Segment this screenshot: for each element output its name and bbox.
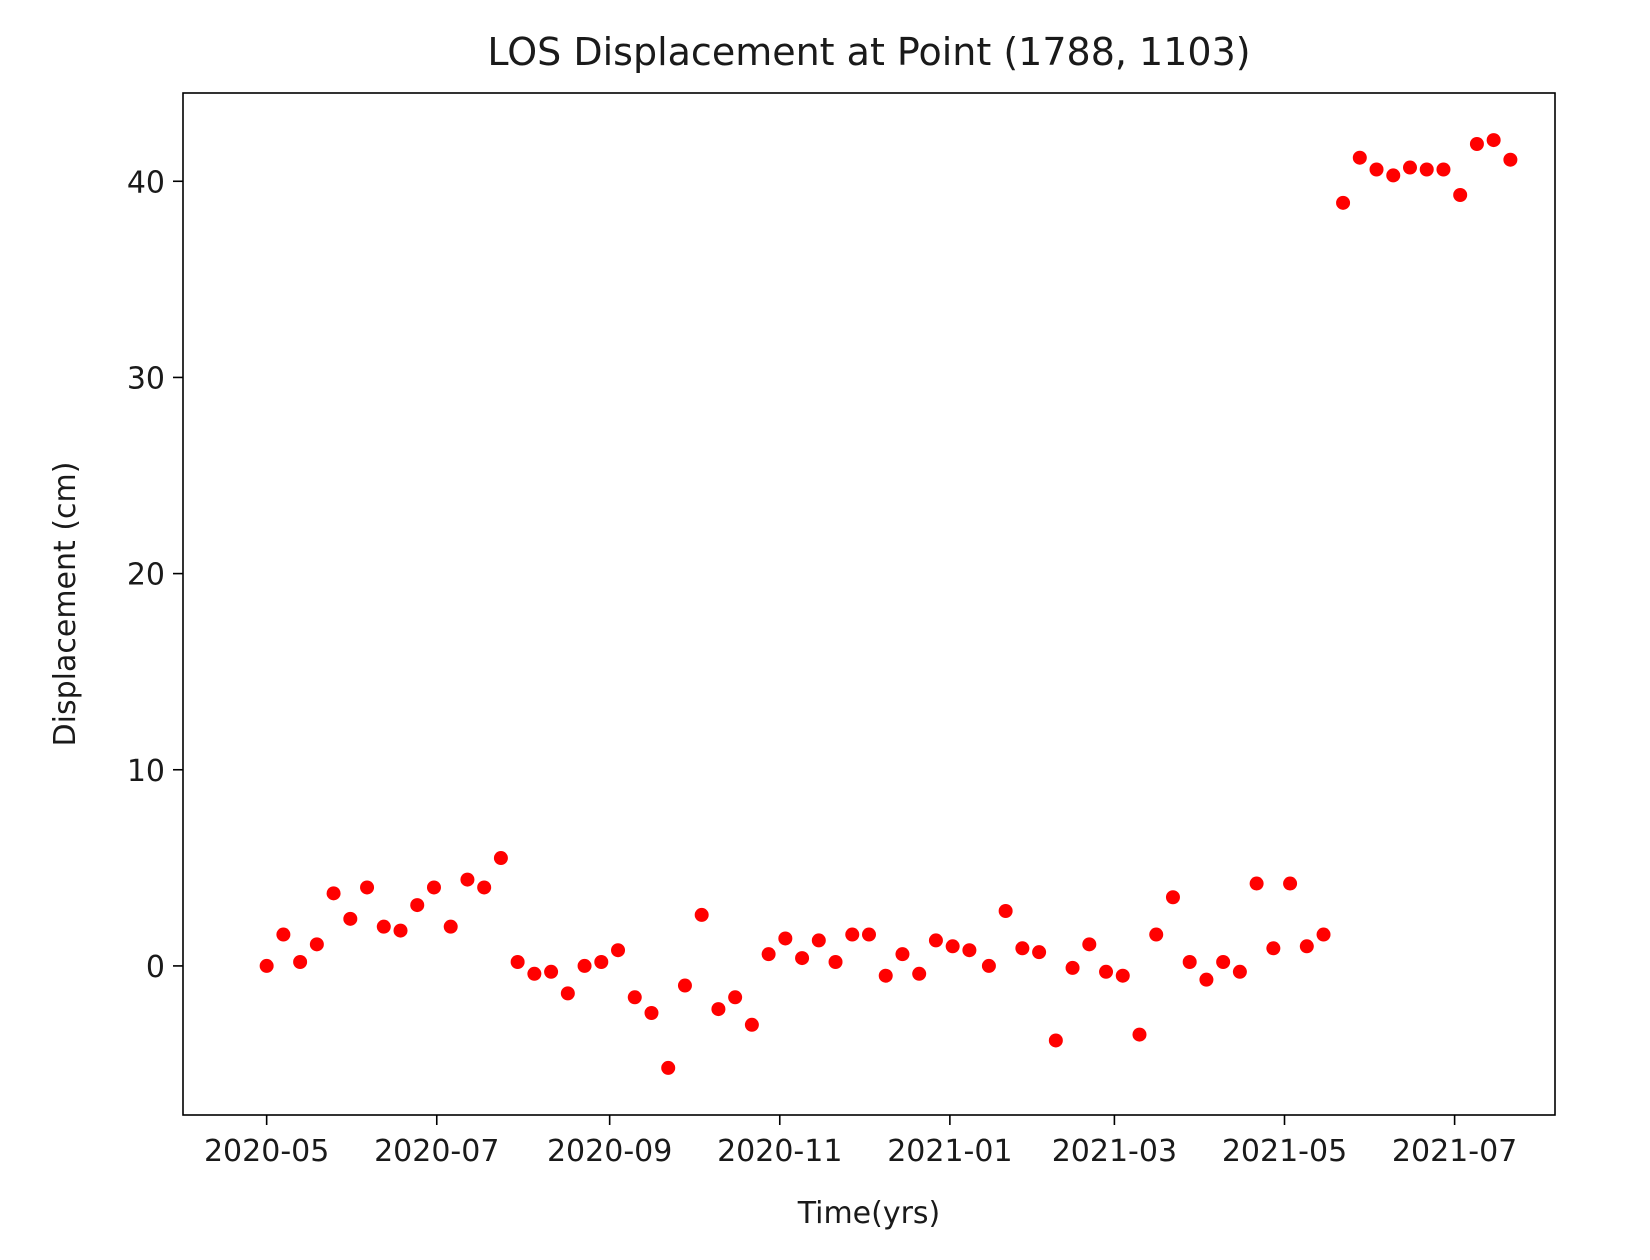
data-point (410, 898, 425, 913)
data-point (1469, 137, 1484, 152)
data-point (293, 954, 308, 969)
x-tick-label: 2021-05 (1222, 1134, 1347, 1169)
data-point (1299, 939, 1314, 954)
data-point (862, 927, 876, 942)
x-axis: 2020-05 2020-07 2020-09 2020-11 2021-01 2021-… (204, 1115, 1517, 1169)
data-point (611, 943, 626, 958)
data-point (1352, 150, 1367, 165)
data-point (981, 958, 996, 973)
data-point (1316, 927, 1331, 942)
data-point (828, 954, 843, 969)
data-point (1048, 1033, 1063, 1048)
y-tick-label: 20 (127, 558, 165, 593)
data-point (661, 1060, 676, 1075)
data-point (845, 927, 860, 942)
data-point (477, 880, 492, 895)
data-point (1436, 162, 1451, 177)
data-point (1232, 964, 1247, 979)
x-tick-label: 2020-05 (204, 1134, 329, 1169)
data-point (627, 990, 642, 1005)
chart-title: LOS Displacement at Point (1788, 1103) (487, 30, 1250, 74)
data-point (761, 947, 776, 962)
data-point (1503, 152, 1518, 167)
x-tick-label: 2021-01 (887, 1134, 1012, 1169)
data-point (544, 964, 559, 979)
data-point (878, 968, 893, 983)
data-points (259, 133, 1518, 1075)
data-point (728, 990, 743, 1005)
data-point (560, 986, 575, 1001)
data-point (510, 954, 525, 969)
data-point (1386, 168, 1401, 183)
data-point (945, 939, 960, 954)
data-point (426, 880, 441, 895)
data-point (895, 947, 910, 962)
data-point (795, 951, 810, 966)
y-tick-label: 0 (146, 950, 165, 985)
data-point (1283, 876, 1298, 891)
data-point (912, 966, 927, 981)
data-point (1336, 195, 1351, 210)
data-point (1115, 968, 1130, 983)
data-point (962, 943, 977, 958)
data-point (1216, 954, 1231, 969)
data-point (1165, 890, 1180, 905)
data-point (594, 954, 609, 969)
data-point (1065, 960, 1080, 975)
data-point (1149, 927, 1164, 942)
data-point (376, 919, 391, 934)
x-tick-label: 2021-07 (1392, 1134, 1517, 1169)
data-point (493, 851, 508, 866)
data-point (1369, 162, 1384, 177)
data-point (360, 880, 375, 895)
data-point (1099, 964, 1114, 979)
data-point (998, 903, 1013, 918)
data-point (778, 931, 793, 946)
data-point (694, 907, 709, 922)
y-axis-label: Displacement (cm) (48, 462, 83, 747)
data-point (644, 1005, 659, 1020)
data-point (577, 958, 592, 973)
plot-frame (182, 92, 1556, 1116)
data-point (1015, 941, 1030, 956)
data-point (309, 937, 324, 952)
data-point (811, 933, 826, 948)
data-point (1182, 954, 1197, 969)
x-axis-label: Time(yrs) (797, 1196, 941, 1231)
data-point (1486, 133, 1501, 148)
data-point (1266, 941, 1281, 956)
data-point (343, 911, 358, 926)
data-point (1419, 162, 1434, 177)
data-point (1082, 937, 1097, 952)
y-axis: 0 10 20 30 40 (127, 165, 183, 985)
data-point (1132, 1027, 1147, 1042)
data-point (1199, 972, 1214, 987)
data-point (1032, 945, 1047, 960)
x-tick-label: 2020-11 (717, 1134, 842, 1169)
data-point (527, 966, 542, 981)
x-tick-label: 2020-07 (374, 1134, 499, 1169)
data-point (928, 933, 943, 948)
y-tick-label: 30 (127, 361, 165, 396)
y-tick-label: 10 (127, 754, 165, 789)
data-point (711, 1002, 726, 1017)
y-tick-label: 40 (127, 165, 165, 200)
data-point (460, 872, 475, 887)
data-point (393, 923, 408, 938)
x-tick-label: 2021-03 (1052, 1134, 1177, 1169)
data-point (443, 919, 458, 934)
data-point (326, 886, 341, 901)
data-point (677, 978, 692, 993)
data-point (1453, 188, 1468, 203)
data-point (276, 927, 291, 942)
data-point (1402, 160, 1417, 175)
data-point (1249, 876, 1264, 891)
data-point (744, 1017, 759, 1032)
data-point (259, 958, 274, 973)
x-tick-label: 2020-09 (547, 1134, 672, 1169)
